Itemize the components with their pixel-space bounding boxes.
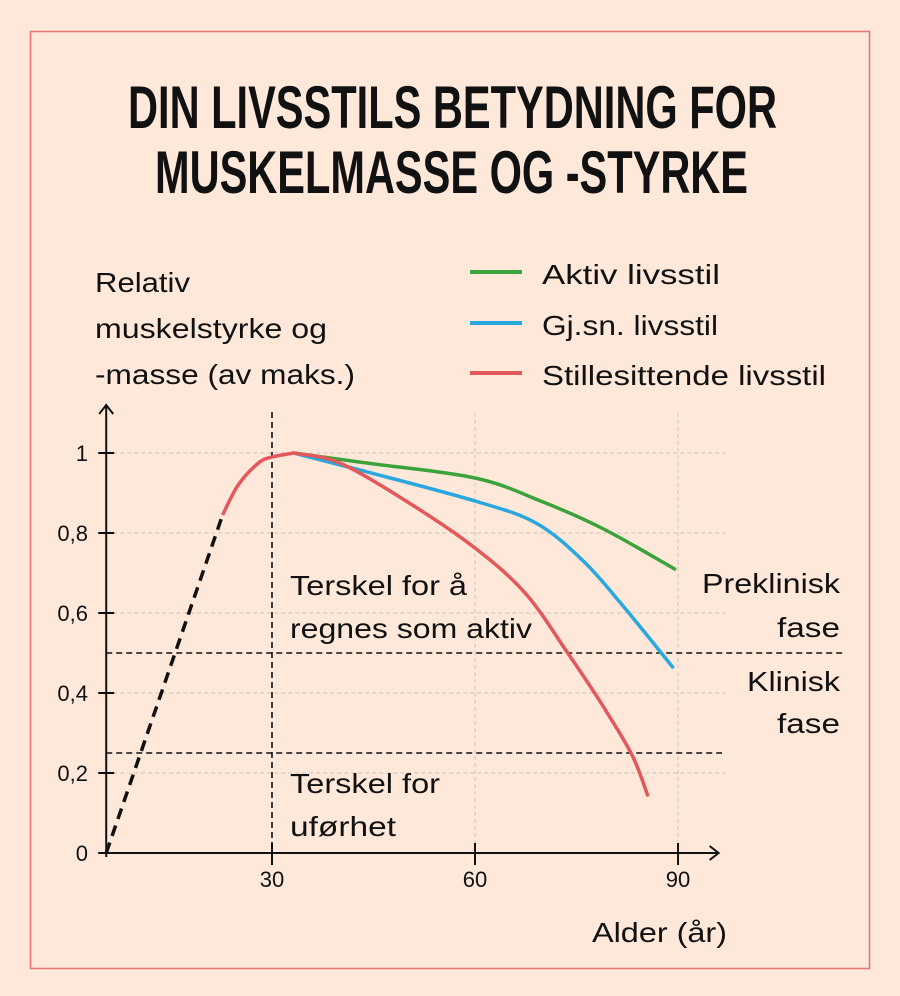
y-tick-label: 0,6: [57, 601, 88, 626]
y-tick-label: 1: [76, 441, 88, 466]
growth-dashed-line: [104, 514, 225, 854]
thresholds: [106, 412, 845, 853]
x-axis-label: Alder (år): [592, 917, 727, 948]
frame-border: [29, 30, 871, 970]
curves: [104, 451, 677, 854]
phase-preclinical-line-2: fase: [777, 612, 840, 643]
series-line-aktiv: [291, 451, 677, 571]
phase-preclinical-line-1: Preklinisk: [702, 568, 841, 599]
y-tick-label: 0,8: [57, 521, 88, 546]
phase-clinical-line-2: fase: [777, 708, 840, 739]
threshold-active-label-line-2: regnes som aktiv: [290, 613, 532, 644]
threshold-disability-label-line-2: uførhet: [290, 811, 396, 842]
y-axis-label-line-3: -masse (av maks.): [95, 359, 355, 390]
x-tick-label: 30: [260, 867, 284, 892]
legend-label-stillesittende: Stillesittende livsstil: [542, 360, 826, 391]
series-line-stillesittende: [291, 451, 650, 797]
chart-title-line-1: DIN LIVSSTILS BETYDNING FOR: [128, 74, 777, 141]
grid: [106, 413, 725, 853]
y-axis-label-line-1: Relativ: [95, 267, 190, 298]
y-tick-label: 0: [76, 841, 88, 866]
y-tick-label: 0,2: [57, 761, 88, 786]
legend-label-gjsn: Gj.sn. livsstil: [542, 310, 718, 341]
x-tick-label: 90: [666, 867, 690, 892]
growth-line: [221, 451, 294, 516]
y-axis-label-line-2: muskelstyrke og: [95, 313, 327, 344]
axes: 0 0,2 0,4 0,6 0,8 1 30 60 90: [57, 403, 721, 892]
legend-label-aktiv: Aktiv livsstil: [542, 259, 720, 290]
threshold-active-label-line-1: Terskel for å: [290, 570, 467, 601]
series-line-gjsn: [291, 451, 675, 669]
y-tick-label: 0,4: [57, 681, 88, 706]
legend: Aktiv livsstil Gj.sn. livsstil Stillesit…: [470, 259, 826, 391]
phase-clinical-line-1: Klinisk: [747, 666, 841, 697]
threshold-disability-label-line-1: Terskel for: [290, 768, 440, 799]
x-axis-arrow: [709, 845, 721, 861]
x-tick-label: 60: [463, 867, 487, 892]
chart-title-line-2: MUSKELMASSE OG -STYRKE: [155, 139, 748, 206]
y-axis-arrow: [98, 403, 114, 415]
